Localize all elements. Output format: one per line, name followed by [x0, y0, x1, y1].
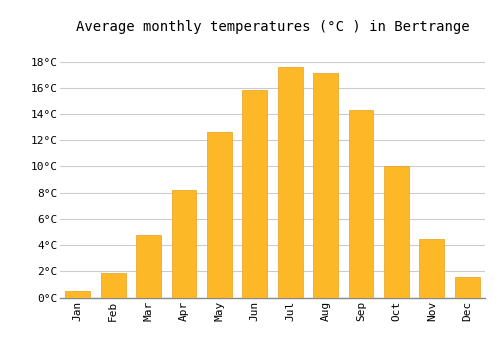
Bar: [384, 167, 409, 298]
Bar: [207, 132, 232, 298]
Bar: [66, 291, 90, 298]
Bar: [172, 190, 196, 298]
Bar: [348, 110, 374, 298]
Bar: [420, 239, 444, 298]
Bar: [100, 273, 126, 298]
Bar: [313, 74, 338, 298]
Bar: [136, 234, 161, 298]
Bar: [455, 276, 479, 298]
Bar: [242, 91, 267, 298]
Bar: [278, 67, 302, 298]
Title: Average monthly temperatures (°C ) in Bertrange: Average monthly temperatures (°C ) in Be…: [76, 20, 469, 34]
